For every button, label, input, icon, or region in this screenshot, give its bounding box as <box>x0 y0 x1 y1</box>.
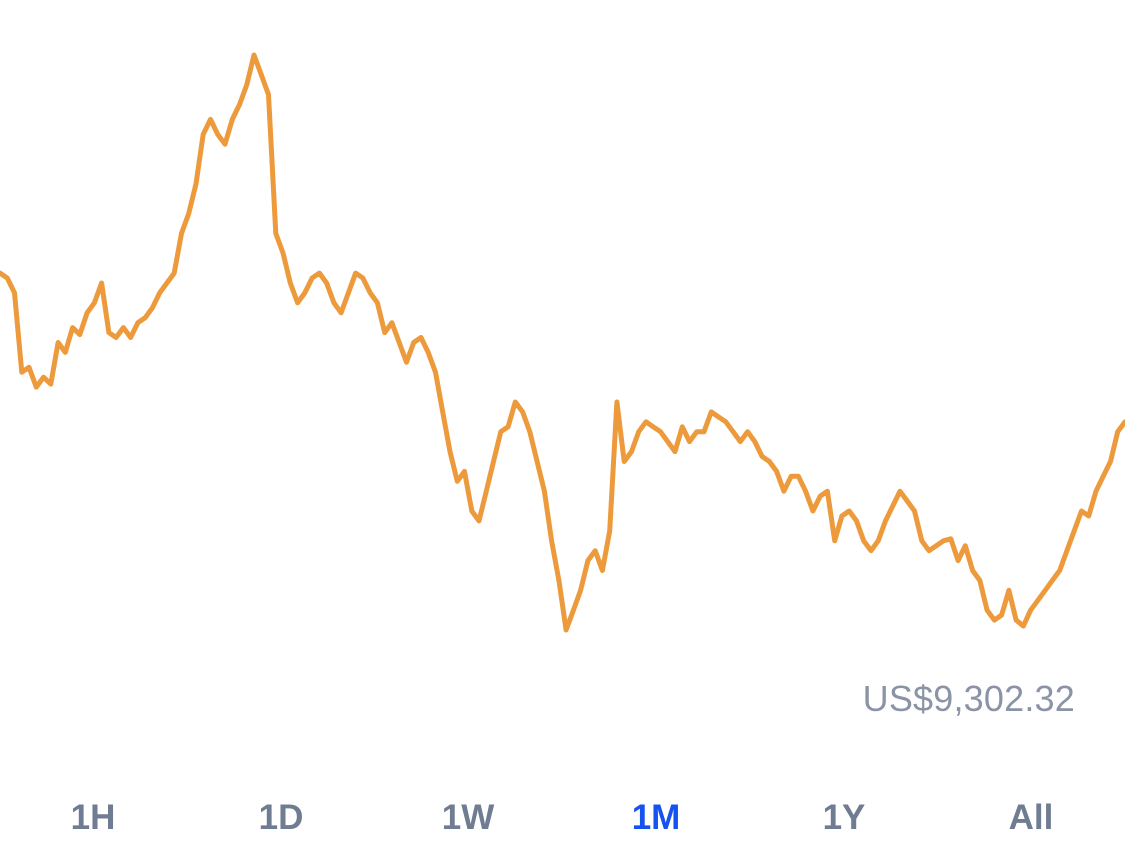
timeframe-selector: 1H 1D 1W 1M 1Y All <box>0 790 1125 846</box>
tab-1y[interactable]: 1Y <box>822 798 866 837</box>
price-series-line <box>0 52 1125 633</box>
tab-1h[interactable]: 1H <box>70 798 116 837</box>
tab-all[interactable]: All <box>1008 798 1054 837</box>
tab-1w[interactable]: 1W <box>441 798 495 837</box>
tab-1m[interactable]: 1M <box>631 798 681 837</box>
tab-1d[interactable]: 1D <box>258 798 304 837</box>
low-price-label: US$9,302.32 <box>862 678 1075 719</box>
price-line-chart[interactable] <box>0 0 1125 760</box>
price-chart[interactable] <box>0 0 1125 760</box>
